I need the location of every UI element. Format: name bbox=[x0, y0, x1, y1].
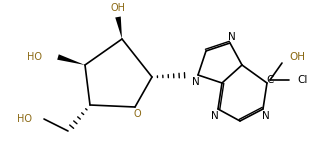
Text: C: C bbox=[266, 75, 274, 85]
Polygon shape bbox=[57, 54, 85, 65]
Text: O: O bbox=[133, 109, 141, 119]
Text: N: N bbox=[228, 32, 236, 42]
Text: OH: OH bbox=[289, 52, 305, 62]
Polygon shape bbox=[115, 16, 122, 39]
Text: Cl: Cl bbox=[297, 75, 307, 85]
Text: HO: HO bbox=[27, 52, 42, 62]
Text: HO: HO bbox=[17, 114, 32, 124]
Text: N: N bbox=[211, 111, 219, 121]
Text: N: N bbox=[192, 77, 200, 87]
Text: N: N bbox=[262, 111, 270, 121]
Text: OH: OH bbox=[111, 3, 126, 13]
